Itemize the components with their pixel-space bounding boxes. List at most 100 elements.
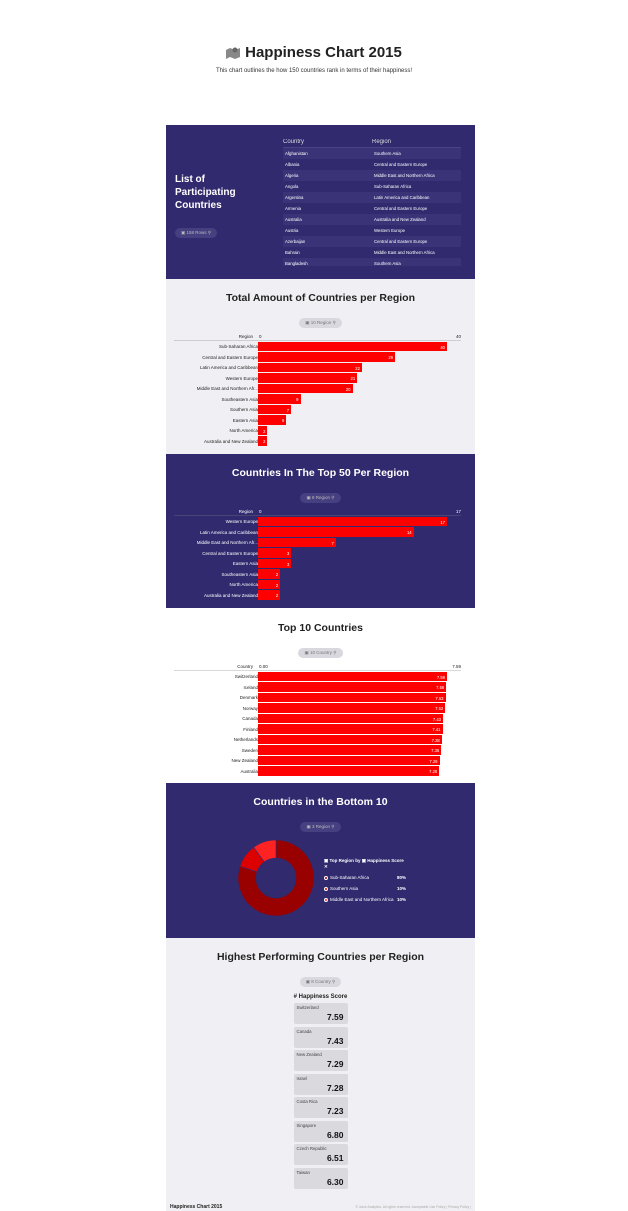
- bar[interactable]: 29: [258, 352, 396, 362]
- table-row[interactable]: Austria Western Europe: [283, 225, 461, 236]
- region-filter-pill[interactable]: ▣ 8 Region ⚲: [300, 493, 341, 503]
- bar-row[interactable]: Central and Eastern Europe 3: [166, 548, 475, 559]
- legend-swatch: [324, 875, 328, 880]
- score-card[interactable]: Canada 7.43: [293, 1026, 348, 1048]
- donut-slice[interactable]: [237, 839, 315, 917]
- bar-row[interactable]: Southeastern Asia 9: [166, 394, 475, 405]
- bar[interactable]: 3: [258, 548, 292, 558]
- bar[interactable]: 7.36: [258, 745, 442, 755]
- table-row[interactable]: Albania Central and Eastern Europe: [283, 159, 461, 170]
- column-region[interactable]: Region: [372, 139, 392, 145]
- countries-table[interactable]: Country Region Afghanistan Southern Asia Al…: [283, 139, 461, 266]
- bar[interactable]: 7.59: [258, 671, 447, 681]
- legend-item[interactable]: Southern Asia 10%: [324, 886, 406, 891]
- table-row[interactable]: Armenia Central and Eastern Europe: [283, 203, 461, 214]
- bar[interactable]: 14: [258, 527, 414, 537]
- table-row[interactable]: Bangladesh Southern Asia: [283, 258, 461, 266]
- bar-row[interactable]: Australia 7.28: [166, 766, 475, 777]
- donut-slice[interactable]: [253, 839, 277, 863]
- score-card[interactable]: Israel 7.28: [293, 1073, 348, 1095]
- metric-selector[interactable]: Happiness Score: [367, 858, 404, 863]
- bar-label: North America: [229, 428, 258, 433]
- table-row[interactable]: Azerbaijan Central and Eastern Europe: [283, 236, 461, 247]
- bar-row[interactable]: Central and Eastern Europe 29: [166, 352, 475, 363]
- table-row[interactable]: Argentina Latin America and Caribbean: [283, 192, 461, 203]
- score-card[interactable]: Taiwan 6.30: [293, 1167, 348, 1189]
- bar-row[interactable]: North America 2: [166, 579, 475, 590]
- bar[interactable]: 22: [258, 362, 362, 372]
- country-filter-pill[interactable]: ▣ 8 Country ⚲: [299, 977, 342, 987]
- bar-row[interactable]: Latin America and Caribbean 22: [166, 362, 475, 373]
- bar[interactable]: 2: [258, 425, 268, 435]
- legend-item[interactable]: Sub-Saharan Africa 80%: [324, 875, 406, 880]
- bar-value: 14: [406, 530, 412, 535]
- score-card[interactable]: New Zealand 7.29: [293, 1050, 348, 1071]
- bar[interactable]: 3: [258, 558, 292, 568]
- score-card[interactable]: Czech Republic 6.51: [293, 1144, 348, 1165]
- bar[interactable]: 6: [258, 415, 287, 425]
- region-filter-pill[interactable]: ▣ 3 Region ⚲: [300, 822, 341, 832]
- footer-legal[interactable]: © Juice Analytics. All rights reserved. …: [355, 1205, 471, 1209]
- bar-label: Sub-Saharan Africa: [218, 344, 258, 349]
- bar[interactable]: 2: [258, 436, 268, 446]
- bar-row[interactable]: Finland 7.41: [166, 724, 475, 735]
- score-card[interactable]: Switzerland 7.59: [293, 1003, 348, 1024]
- dimension-selector[interactable]: Top Region: [329, 858, 354, 863]
- bar[interactable]: 2: [258, 569, 281, 579]
- bar[interactable]: 7: [258, 537, 336, 547]
- bar-value: 7.52: [435, 706, 444, 711]
- bar[interactable]: 7: [258, 404, 292, 414]
- table-row[interactable]: Algeria Middle East and Northern Africa: [283, 170, 461, 181]
- bar[interactable]: 20: [258, 383, 353, 393]
- bar-row[interactable]: Southeastern Asia 2: [166, 569, 475, 580]
- bar[interactable]: 7.53: [258, 692, 446, 702]
- bar[interactable]: 21: [258, 373, 358, 383]
- bar-row[interactable]: Southern Asia 7: [166, 404, 475, 415]
- bar-row[interactable]: Eastern Asia 3: [166, 558, 475, 569]
- table-row[interactable]: Afghanistan Southern Asia: [283, 148, 461, 159]
- bar-row[interactable]: Australia and New Zealand 2: [166, 590, 475, 601]
- bar-row[interactable]: Netherlands 7.38: [166, 734, 475, 745]
- bar-row[interactable]: Canada 7.43: [166, 713, 475, 724]
- score-card[interactable]: Costa Rica 7.23: [293, 1097, 348, 1118]
- close-icon[interactable]: ✕: [324, 864, 328, 869]
- bar-row[interactable]: Sweden 7.36: [166, 745, 475, 756]
- bar-row[interactable]: Sub-Saharan Africa 40: [166, 341, 475, 352]
- bar[interactable]: 2: [258, 590, 281, 600]
- bar-row[interactable]: Middle East and Northern Afr... 20: [166, 383, 475, 394]
- legend-item[interactable]: Middle East and Northern Africa 10%: [324, 897, 406, 902]
- country-filter-pill[interactable]: ▣ 10 Country ⚲: [298, 648, 343, 658]
- bar[interactable]: 9: [258, 394, 301, 404]
- region-filter-pill[interactable]: ▣ 10 Region ⚲: [299, 318, 342, 328]
- bar[interactable]: 2: [258, 579, 281, 589]
- column-country[interactable]: Country: [283, 139, 305, 145]
- bar[interactable]: 7.28: [258, 766, 440, 776]
- bar-row[interactable]: Iceland 7.56: [166, 682, 475, 693]
- bar-row[interactable]: Norway 7.52: [166, 703, 475, 714]
- bar-row[interactable]: North America 2: [166, 425, 475, 436]
- bar[interactable]: 17: [258, 516, 447, 526]
- bar-row[interactable]: Eastern Asia 6: [166, 415, 475, 426]
- bar-row[interactable]: Middle East and Northern Afr... 7: [166, 537, 475, 548]
- rows-filter-pill[interactable]: ▣ 158 Rows ⚲: [175, 228, 218, 238]
- score-card[interactable]: Singapore 6.80: [293, 1120, 348, 1142]
- table-row[interactable]: Australia Australia and New Zealand: [283, 214, 461, 225]
- bar[interactable]: 7.29: [258, 755, 440, 765]
- bar[interactable]: 7.38: [258, 734, 442, 744]
- bar-row[interactable]: Switzerland 7.59: [166, 671, 475, 682]
- bar[interactable]: 7.41: [258, 724, 443, 734]
- bar-row[interactable]: Latin America and Caribbean 14: [166, 527, 475, 538]
- bar-row[interactable]: Western Europe 17: [166, 516, 475, 527]
- bar-row[interactable]: New Zealand 7.29: [166, 755, 475, 766]
- table-row[interactable]: Angola Sub-Saharan Africa: [283, 181, 461, 192]
- bar[interactable]: 7.56: [258, 682, 447, 692]
- bar[interactable]: 40: [258, 341, 447, 351]
- legend-value: 10%: [396, 886, 406, 891]
- bar-row[interactable]: Western Europe 21: [166, 373, 475, 384]
- bar-chart-total: Region 0 40 Sub-Saharan Africa 40 Central and…: [166, 333, 475, 446]
- bar-row[interactable]: Denmark 7.53: [166, 692, 475, 703]
- bar[interactable]: 7.43: [258, 713, 444, 723]
- bar[interactable]: 7.52: [258, 703, 446, 713]
- table-row[interactable]: Bahrain Middle East and Northern Africa: [283, 247, 461, 258]
- bar-row[interactable]: Australia and New Zealand 2: [166, 436, 475, 447]
